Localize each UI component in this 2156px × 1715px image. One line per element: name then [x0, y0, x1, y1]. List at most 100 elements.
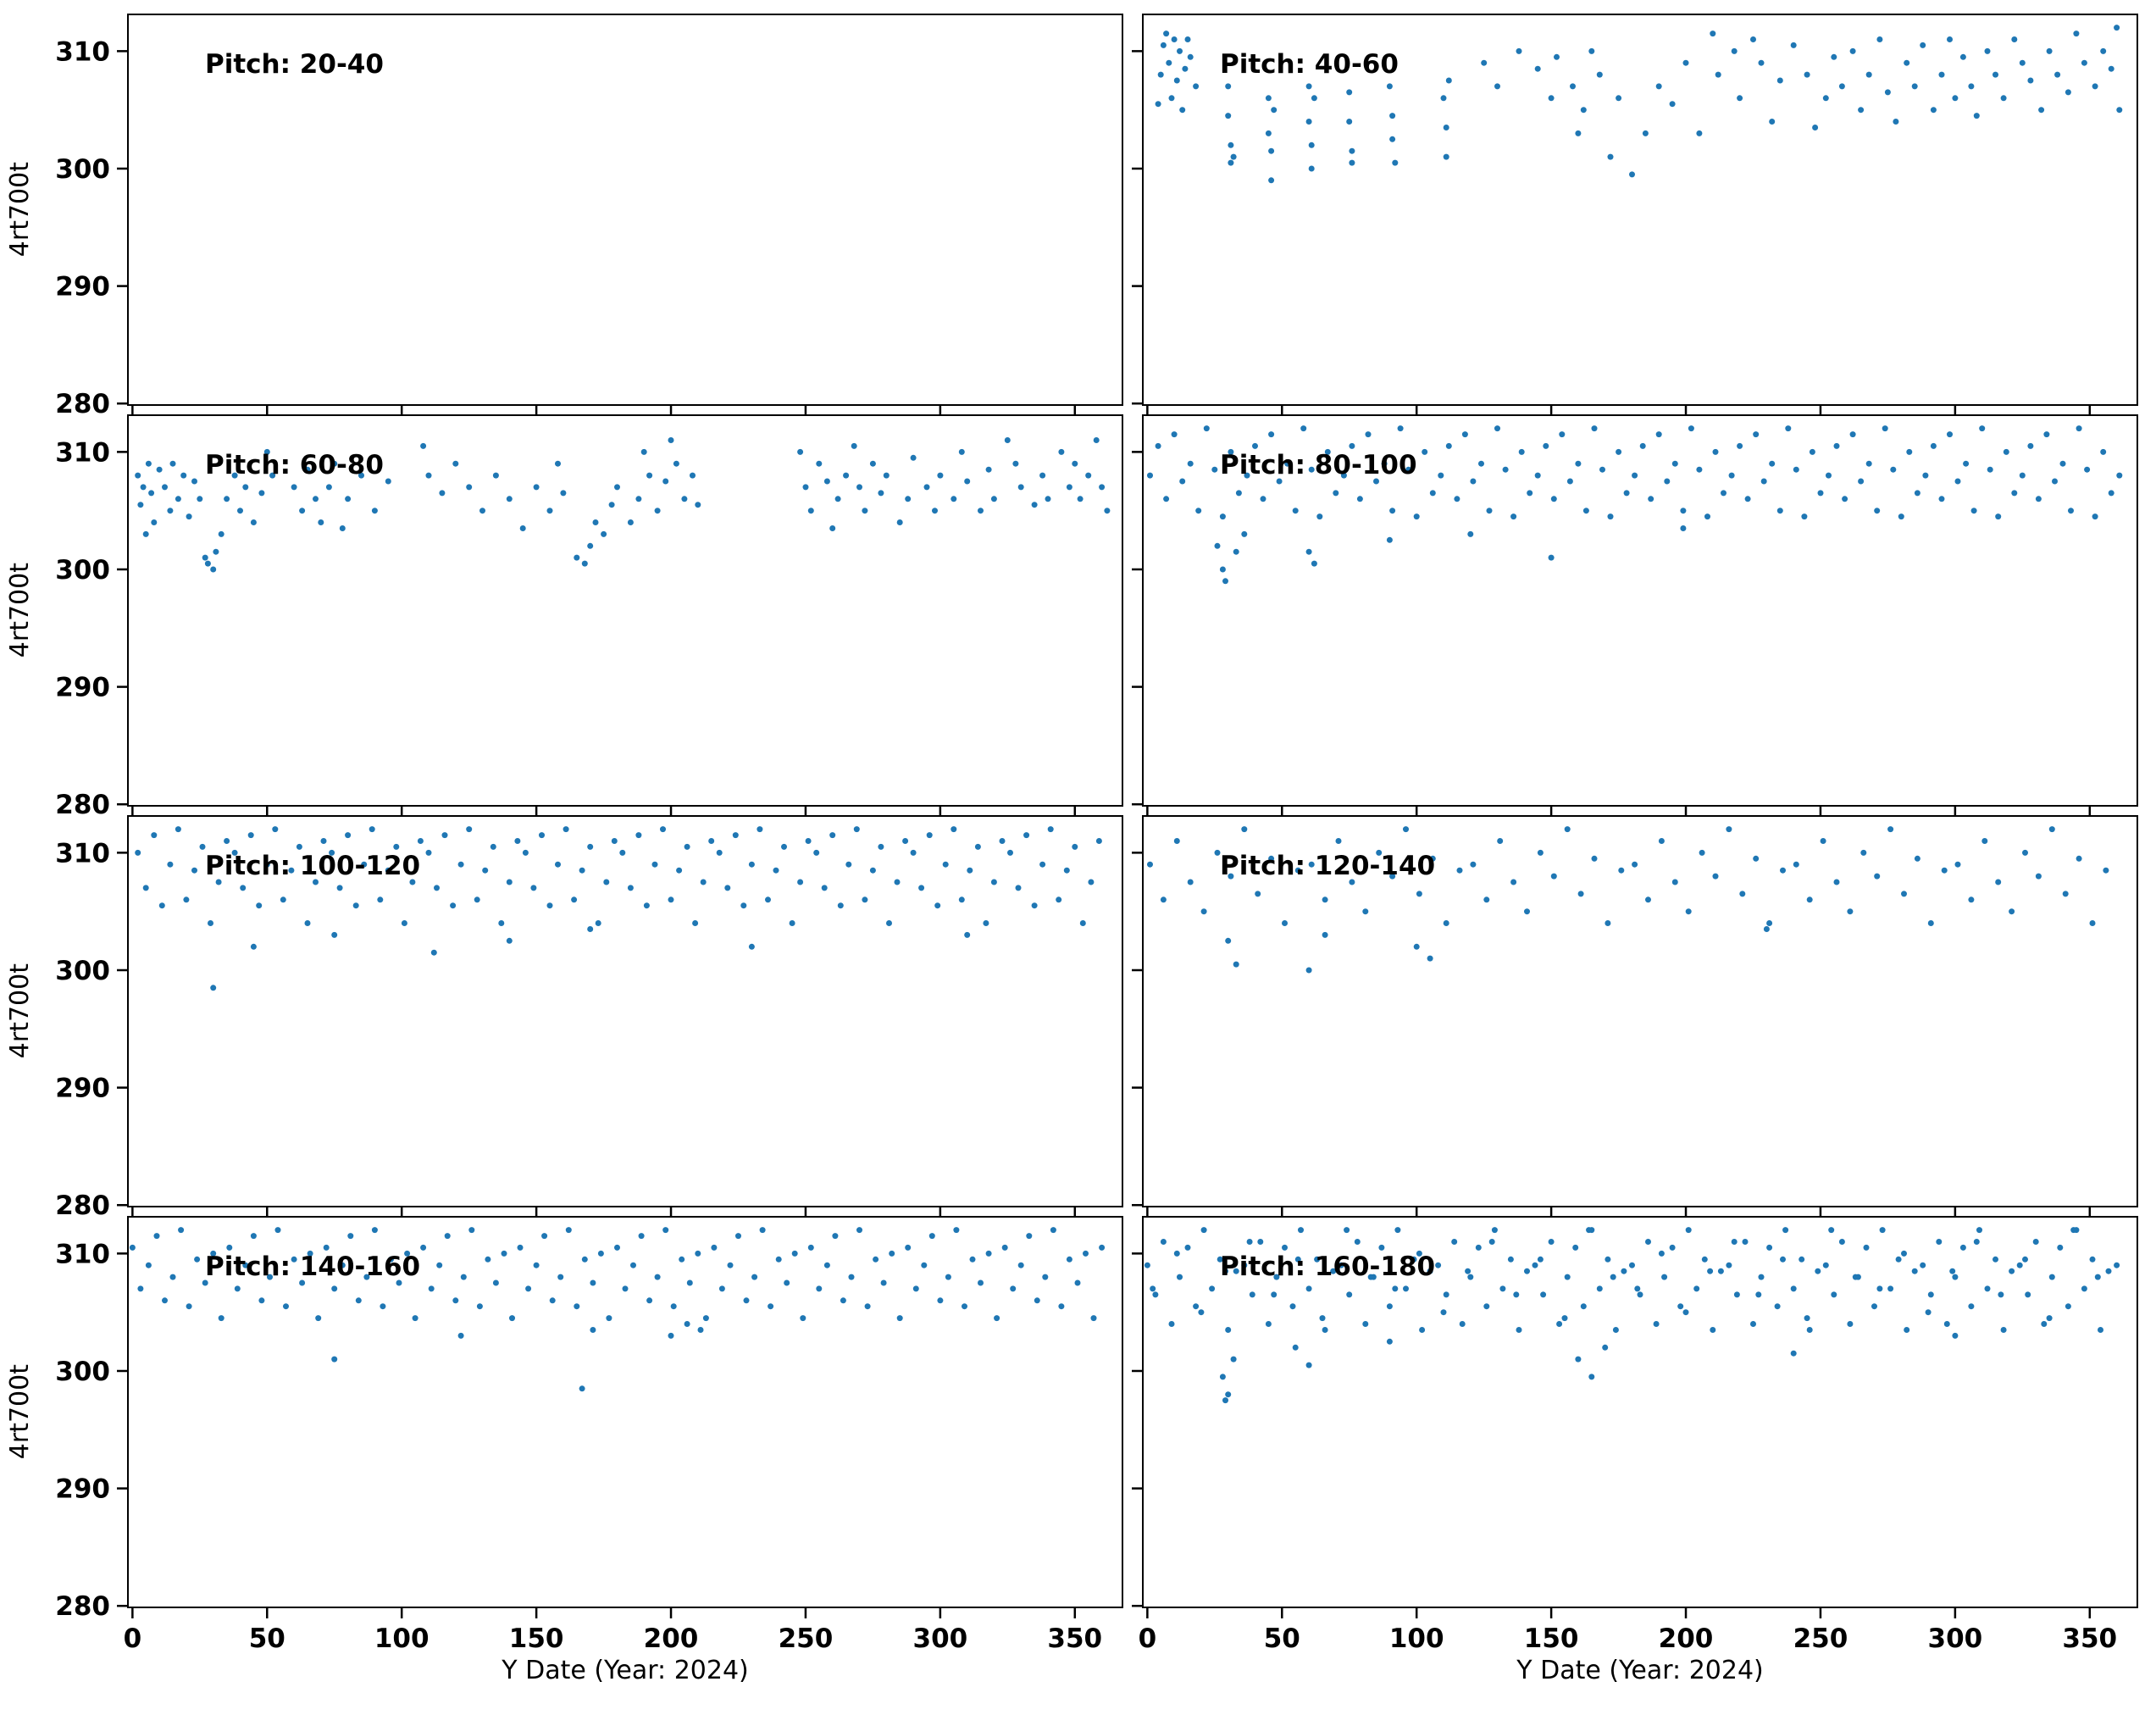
subplot-grid: 4rt700t 280 290 300 310 Pitch: 20-40 Pitch:… — [0, 14, 2156, 1654]
data-point — [210, 566, 217, 573]
data-point — [1776, 77, 1783, 84]
data-point — [1947, 36, 1953, 42]
data-point — [1147, 472, 1153, 479]
data-point — [942, 861, 949, 868]
data-point — [385, 478, 391, 485]
data-point — [1470, 478, 1477, 485]
data-point — [339, 525, 346, 531]
data-point — [1852, 1274, 1859, 1280]
data-point — [1540, 1291, 1547, 1298]
data-point — [1782, 1227, 1789, 1234]
data-point — [1790, 1285, 1797, 1292]
data-point — [1766, 1244, 1773, 1251]
data-point — [1922, 472, 1929, 479]
data-point — [1887, 1285, 1894, 1292]
data-point — [1413, 943, 1420, 950]
data-point — [393, 843, 400, 850]
data-point — [1300, 425, 1307, 432]
data-point — [441, 832, 448, 839]
data-point — [951, 496, 957, 502]
data-point — [816, 460, 823, 467]
data-point — [1577, 891, 1584, 897]
data-point — [1895, 1256, 1902, 1263]
data-point — [869, 867, 876, 874]
data-point — [183, 896, 190, 903]
data-point — [1618, 867, 1625, 874]
data-point — [1596, 71, 1603, 78]
data-point — [896, 1315, 903, 1322]
data-point — [546, 508, 553, 514]
data-point — [1658, 1250, 1665, 1257]
data-point — [224, 496, 230, 502]
subplot-row-1: 4rt700t 280 290 300 310 Pitch: 20-40 Pitch:… — [0, 14, 2156, 419]
data-point — [702, 1315, 709, 1322]
data-point — [2065, 89, 2071, 96]
data-point — [557, 1274, 564, 1280]
data-point — [409, 879, 416, 885]
data-point — [934, 902, 941, 909]
data-point — [611, 838, 618, 844]
data-point — [840, 1297, 846, 1304]
y-tick-label: 290 — [55, 272, 110, 302]
data-point — [1973, 113, 1980, 119]
data-point — [1559, 431, 1566, 438]
data-point — [331, 1285, 338, 1292]
data-point — [148, 490, 155, 497]
data-point — [1995, 513, 2002, 520]
data-point — [1847, 1321, 1854, 1327]
data-point — [640, 448, 647, 455]
plot-border — [127, 414, 1123, 807]
data-point — [748, 861, 755, 868]
data-point — [1884, 89, 1891, 96]
data-point — [2103, 867, 2109, 874]
y-axis-label: 4rt700t — [5, 162, 35, 258]
data-point — [1669, 1244, 1676, 1251]
data-point — [869, 460, 876, 467]
data-point — [990, 496, 997, 502]
data-point — [1524, 1268, 1530, 1274]
data-point — [167, 508, 174, 514]
data-point — [967, 867, 973, 874]
data-point — [1416, 1250, 1422, 1257]
data-point — [1034, 1297, 1040, 1304]
data-point — [1004, 437, 1011, 443]
data-point — [178, 1227, 185, 1234]
data-point — [921, 1262, 928, 1268]
data-point — [791, 1250, 798, 1257]
data-point — [1537, 849, 1544, 856]
data-point — [263, 861, 270, 868]
data-point — [800, 1315, 806, 1322]
data-point — [1459, 1321, 1466, 1327]
data-point — [1244, 472, 1250, 479]
data-point — [1228, 873, 1234, 880]
data-point — [1104, 508, 1111, 514]
data-point — [331, 460, 338, 467]
data-point — [331, 1356, 338, 1363]
data-point — [1947, 431, 1953, 438]
data-point — [1007, 849, 1013, 856]
data-point — [1470, 861, 1477, 868]
data-point — [2035, 496, 2042, 502]
subplot-canvas-pitch-40-60 — [1132, 14, 2138, 416]
data-point — [590, 1279, 596, 1286]
data-point — [1282, 920, 1288, 926]
data-point — [797, 879, 804, 885]
y-tick-label: 280 — [55, 790, 110, 820]
data-point — [1865, 71, 1872, 78]
data-point — [151, 832, 158, 839]
data-point — [1737, 442, 1743, 449]
data-point — [1790, 42, 1797, 48]
y-tick-label: 300 — [55, 555, 110, 586]
panel-title: Pitch: 140-160 — [205, 1252, 421, 1282]
data-point — [910, 454, 917, 461]
data-point — [1499, 1285, 1506, 1292]
data-point — [191, 867, 197, 874]
data-point — [291, 1256, 297, 1263]
data-point — [606, 1315, 612, 1322]
data-point — [1305, 83, 1312, 90]
data-point — [1435, 1262, 1442, 1268]
data-point — [684, 1321, 690, 1327]
x-tick-label: 300 — [913, 1623, 968, 1654]
data-point — [1952, 95, 1959, 102]
data-point — [1160, 42, 1167, 48]
